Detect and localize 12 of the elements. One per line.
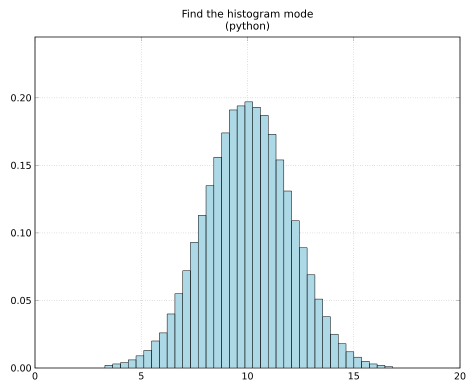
y-tick-label: 0.10 xyxy=(11,229,31,236)
chart-title: Find the histogram mode xyxy=(182,9,313,20)
y-tick-label: 0.20 xyxy=(11,94,31,102)
y-tick-label: 0.00 xyxy=(11,364,31,372)
y-tick-label: 0.05 xyxy=(11,296,31,304)
x-tick-label: 10 xyxy=(242,372,253,380)
y-tick-label: 0.15 xyxy=(11,162,31,169)
x-tick-label: 20 xyxy=(454,372,466,380)
x-tick-label: 5 xyxy=(138,372,144,380)
x-tick-label: 15 xyxy=(348,372,359,380)
chart-subtitle: (python) xyxy=(226,21,270,32)
x-tick-label: 0 xyxy=(32,372,38,380)
